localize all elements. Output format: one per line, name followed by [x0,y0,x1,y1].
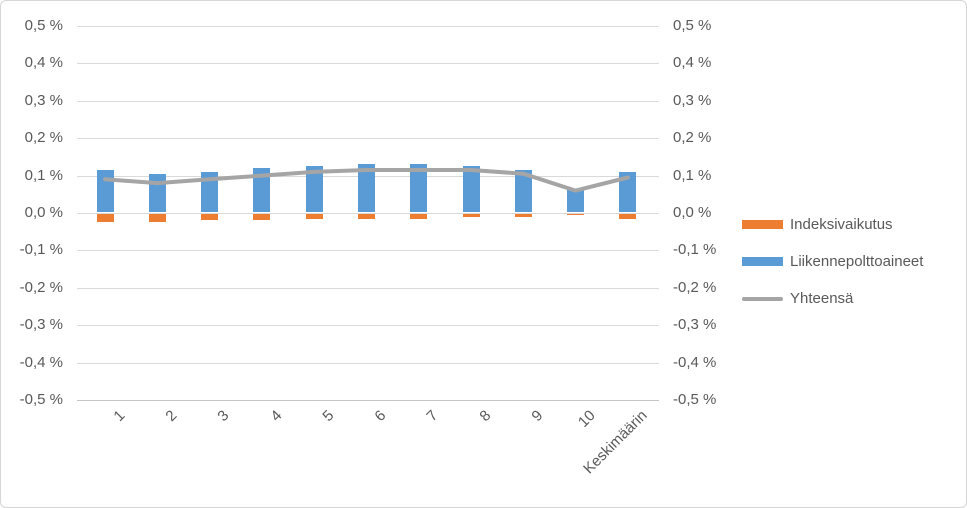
y-axis-left-tick-label: 0,4 % [24,54,63,71]
bar-liikennepolttoaineet [253,168,270,212]
y-axis-left-tick-label: -0,2 % [19,279,63,296]
y-axis-right-tick-label: 0,0 % [673,204,712,221]
gridline [77,250,659,251]
bar-indeksivaikutus [463,214,480,217]
gridline [77,138,659,139]
x-axis-tick-label: 3 [214,407,233,425]
gridline [77,63,659,64]
bar-indeksivaikutus [410,214,427,219]
legend-swatch-icon [742,220,783,229]
legend-swatch-icon [742,296,783,301]
x-axis-tick-label: 9 [528,407,547,425]
y-axis-right-tick-label: -0,1 % [673,241,717,258]
legend-label: Liikennepolttoaineet [790,253,924,270]
bar-indeksivaikutus [201,214,218,220]
legend-label: Indeksivaikutus [790,216,893,233]
x-axis-tick-label: 8 [476,407,495,425]
bar-indeksivaikutus [567,214,584,215]
legend-item-liikennepolttoaineet: Liikennepolttoaineet [742,243,923,280]
legend-swatch-icon [742,257,783,266]
y-axis-left-tick-label: 0,1 % [24,167,63,184]
y-axis-left-tick-label: -0,4 % [19,354,63,371]
y-axis-right-tick-label: 0,2 % [673,129,712,146]
y-axis-left-tick-label: 0,3 % [24,92,63,109]
y-axis-right-tick-label: 0,1 % [673,167,712,184]
total-line-chart [103,168,630,193]
legend: Indeksivaikutus Liikennepolttoaineet Yhtee… [742,206,923,317]
bar-liikennepolttoaineet [619,172,636,212]
y-axis-right-tick-label: 0,5 % [673,17,712,34]
bar-liikennepolttoaineet [515,170,532,212]
legend-label: Yhteensä [790,290,854,307]
gridline [77,325,659,326]
bar-indeksivaikutus [149,214,166,222]
y-axis-right-tick-label: 0,4 % [673,54,712,71]
x-axis-tick-label: 10 [574,407,599,431]
bar-liikennepolttoaineet [306,166,323,212]
x-axis-tick-label: 5 [319,407,338,425]
bar-indeksivaikutus [253,214,270,220]
legend-item-yhteens: Yhteensä [742,280,923,317]
bar-liikennepolttoaineet [463,166,480,212]
gridline [77,363,659,364]
y-axis-left-tick-label: 0,5 % [24,17,63,34]
gridline [77,288,659,289]
bar-indeksivaikutus [358,214,375,219]
bar-liikennepolttoaineet [410,164,427,212]
x-axis-tick-label: 2 [162,407,181,425]
yhteensa-line [103,168,630,193]
bar-liikennepolttoaineet [358,164,375,212]
y-axis-right-tick-label: -0,3 % [673,316,717,333]
y-axis-right-tick-label: -0,4 % [673,354,717,371]
y-axis-right-tick-label: 0,3 % [673,92,712,109]
y-axis-right-tick-label: -0,5 % [673,391,717,408]
gridline [77,400,659,401]
bar-liikennepolttoaineet [201,172,218,212]
legend-item-indeksivaikutus: Indeksivaikutus [742,206,923,243]
x-axis-tick-label: 6 [371,407,390,425]
bar-liikennepolttoaineet [567,189,584,212]
bar-indeksivaikutus [619,214,636,219]
bar-indeksivaikutus [515,214,532,217]
gridline [77,213,659,214]
y-axis-left-tick-label: -0,1 % [19,241,63,258]
bar-indeksivaikutus [306,214,323,219]
x-axis-tick-label: 4 [267,407,285,425]
x-axis-tick-label: 7 [423,407,442,425]
y-axis-left-tick-label: -0,3 % [19,316,63,333]
y-axis-right-tick-label: -0,2 % [673,279,717,296]
y-axis-left-tick-label: 0,2 % [24,129,63,146]
bar-indeksivaikutus [97,214,114,222]
gridline [77,26,659,27]
y-axis-left-tick-label: -0,5 % [19,391,63,408]
y-axis-left-tick-label: 0,0 % [24,204,63,221]
gridline [77,101,659,102]
x-axis-tick-label: 1 [110,407,129,425]
